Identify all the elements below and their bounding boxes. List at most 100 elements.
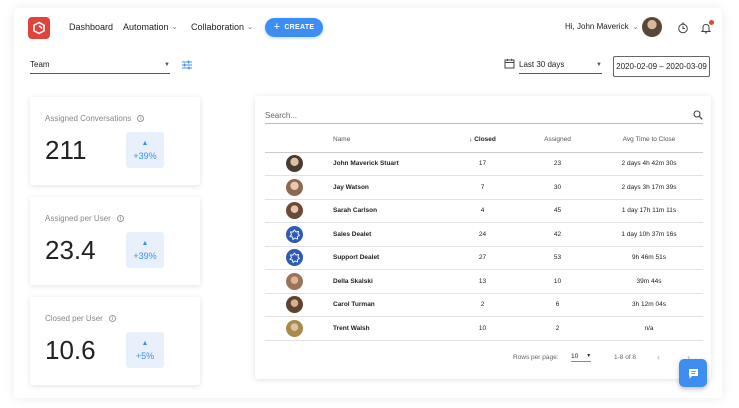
agents-table-panel: Name ↓ Closed Assigned Avg Time to Close bbox=[255, 96, 711, 379]
table-row[interactable]: Della Skalski 13 10 39m 44s bbox=[265, 269, 703, 294]
row-assigned: 2 bbox=[520, 316, 595, 341]
row-avg-time: 1 day 10h 37m 16s bbox=[595, 222, 703, 247]
chat-button[interactable] bbox=[679, 359, 707, 387]
table-pagination: Rows per page: 10 ▼ 1-8 of 8 ‹ › bbox=[265, 348, 703, 366]
search-input[interactable] bbox=[265, 110, 665, 120]
calendar-icon bbox=[504, 58, 515, 69]
column-header-name-label: Name bbox=[333, 136, 351, 144]
stat-title: Assigned Conversations bbox=[45, 114, 132, 123]
search-icon[interactable] bbox=[693, 110, 703, 120]
row-avg-time: 3h 12m 04s bbox=[595, 293, 703, 317]
column-header-closed[interactable]: ↓ Closed bbox=[445, 128, 520, 153]
nav-dashboard-label: Dashboard bbox=[69, 22, 114, 32]
nav-automation-label: Automation bbox=[123, 22, 169, 32]
table-header-row: Name ↓ Closed Assigned Avg Time to Close bbox=[265, 128, 703, 153]
stat-value: 211 bbox=[45, 135, 87, 165]
table-row[interactable]: Sarah Carlson 4 45 1 day 17h 11m 11s bbox=[265, 199, 703, 223]
filter-sliders-icon[interactable] bbox=[181, 59, 193, 71]
logo-icon bbox=[33, 21, 45, 35]
stat-change-badge: ▲ +39% bbox=[126, 132, 164, 168]
column-header-assigned[interactable]: Assigned bbox=[520, 128, 595, 153]
stat-change-badge: ▲ +39% bbox=[126, 232, 164, 268]
stat-title: Assigned per User bbox=[45, 214, 111, 223]
stat-title-wrap: Closed per User i bbox=[45, 314, 116, 323]
chevron-left-icon[interactable]: ‹ bbox=[657, 352, 660, 362]
stat-title-wrap: Assigned per User i bbox=[45, 214, 124, 223]
info-icon[interactable]: i bbox=[137, 115, 145, 122]
table-row[interactable]: Support Dealet 27 53 9h 46m 51s bbox=[265, 246, 703, 270]
team-select[interactable]: Team ▼ bbox=[30, 58, 170, 74]
team-icon bbox=[285, 249, 303, 267]
row-name: Carol Turman bbox=[323, 293, 445, 317]
row-avg-time: n/a bbox=[595, 316, 703, 341]
caret-down-icon: ▼ bbox=[596, 61, 602, 68]
row-assigned: 6 bbox=[520, 293, 595, 317]
nav-automation[interactable]: Automation ⌄ bbox=[123, 22, 177, 32]
table-row[interactable]: Carol Turman 2 6 3h 12m 04s bbox=[265, 293, 703, 317]
info-icon[interactable]: i bbox=[108, 315, 116, 322]
table-row[interactable]: John Maverick Stuart 17 23 2 days 4h 42m… bbox=[265, 152, 703, 176]
row-name: Sales Dealet bbox=[323, 222, 445, 247]
arrow-up-icon: ▲ bbox=[141, 139, 149, 147]
info-icon[interactable]: i bbox=[116, 215, 124, 222]
stat-change-badge: ▲ +5% bbox=[126, 332, 164, 368]
nav-collaboration[interactable]: Collaboration ⌄ bbox=[191, 22, 253, 32]
chevron-down-icon: ⌄ bbox=[171, 24, 178, 31]
avatar bbox=[285, 178, 303, 196]
row-assigned: 10 bbox=[520, 269, 595, 294]
nav-collaboration-label: Collaboration bbox=[191, 22, 245, 32]
avatar-cell bbox=[265, 293, 323, 317]
notification-badge bbox=[709, 20, 714, 25]
avatar-cell bbox=[265, 175, 323, 200]
stat-title-wrap: Assigned Conversations i bbox=[45, 114, 145, 123]
table-row[interactable]: Trent Walsh 10 2 n/a bbox=[265, 316, 703, 341]
avatar bbox=[285, 296, 303, 314]
row-assigned: 45 bbox=[520, 199, 595, 223]
chevron-right-icon[interactable]: › bbox=[687, 352, 690, 362]
row-name: Sarah Carlson bbox=[323, 199, 445, 223]
row-closed: 4 bbox=[445, 199, 520, 223]
column-header-name[interactable]: Name bbox=[323, 128, 445, 153]
agents-table: Name ↓ Closed Assigned Avg Time to Close bbox=[265, 128, 703, 341]
create-button[interactable]: + CREATE bbox=[265, 18, 323, 37]
avatar bbox=[285, 202, 303, 220]
app-logo[interactable] bbox=[28, 17, 50, 39]
table-search bbox=[265, 107, 703, 124]
row-name: Support Dealet bbox=[323, 246, 445, 270]
rows-per-page-value: 10 bbox=[571, 352, 579, 360]
chat-icon bbox=[688, 368, 698, 378]
user-menu[interactable]: Hi, John Maverick ⌄ bbox=[565, 22, 638, 31]
stat-value: 23.4 bbox=[45, 235, 96, 265]
avatar-cell bbox=[265, 269, 323, 294]
team-icon bbox=[285, 225, 303, 243]
rows-per-page-select[interactable]: 10 ▼ bbox=[571, 353, 591, 362]
row-avg-time: 39m 44s bbox=[595, 269, 703, 294]
table-row[interactable]: Sales Dealet 24 42 1 day 10h 37m 16s bbox=[265, 222, 703, 247]
column-header-avg-time[interactable]: Avg Time to Close bbox=[595, 128, 703, 153]
user-greeting: Hi, John Maverick bbox=[565, 22, 629, 31]
stat-value: 10.6 bbox=[45, 335, 96, 365]
bell-icon[interactable] bbox=[700, 22, 712, 34]
stat-change-value: +5% bbox=[135, 350, 155, 361]
row-name: Della Skalski bbox=[323, 269, 445, 294]
sort-arrow-down-icon: ↓ bbox=[469, 136, 473, 144]
nav-dashboard[interactable]: Dashboard bbox=[69, 22, 113, 32]
stat-card-closed-per-user: Closed per User i 10.6 ▲ +5% bbox=[30, 297, 200, 385]
date-range-field[interactable]: 2020-02-09 – 2020-03-09 bbox=[613, 56, 710, 77]
row-closed: 24 bbox=[445, 222, 520, 247]
row-avg-time: 2 days 4h 42m 30s bbox=[595, 152, 703, 176]
row-closed: 13 bbox=[445, 269, 520, 294]
user-avatar[interactable] bbox=[642, 17, 662, 37]
row-avg-time: 2 days 3h 17m 39s bbox=[595, 175, 703, 200]
row-name: Jay Watson bbox=[323, 175, 445, 200]
column-header-avg-time-label: Avg Time to Close bbox=[622, 136, 676, 144]
chevron-down-icon: ⌄ bbox=[247, 24, 253, 31]
timer-icon[interactable] bbox=[677, 22, 689, 34]
table-row[interactable]: Jay Watson 7 30 2 days 3h 17m 39s bbox=[265, 175, 703, 200]
avatar-cell bbox=[265, 316, 323, 341]
date-range-preset-select[interactable]: Last 30 days ▼ bbox=[519, 58, 602, 74]
arrow-up-icon: ▲ bbox=[141, 339, 149, 347]
arrow-up-icon: ▲ bbox=[141, 239, 149, 247]
row-assigned: 23 bbox=[520, 152, 595, 176]
row-assigned: 30 bbox=[520, 175, 595, 200]
